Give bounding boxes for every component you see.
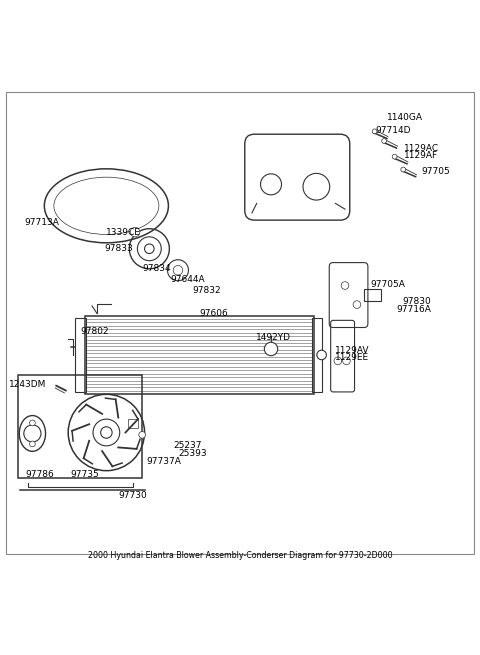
Circle shape <box>30 420 35 426</box>
Text: 1129AF: 1129AF <box>404 151 438 160</box>
Circle shape <box>130 227 140 237</box>
Text: 97713A: 97713A <box>24 218 60 227</box>
Text: 1492YD: 1492YD <box>256 333 291 341</box>
Circle shape <box>401 167 406 172</box>
Text: 1140GA: 1140GA <box>387 113 423 122</box>
Text: 97705: 97705 <box>421 168 450 176</box>
Text: 97705A: 97705A <box>371 280 406 289</box>
Text: 97606: 97606 <box>199 309 228 318</box>
Bar <box>312 318 322 392</box>
Circle shape <box>24 425 41 442</box>
Bar <box>18 375 142 478</box>
Text: 97644A: 97644A <box>170 275 205 284</box>
Text: 1129AC: 1129AC <box>404 143 439 153</box>
Circle shape <box>334 357 342 365</box>
Circle shape <box>343 357 350 365</box>
Circle shape <box>101 427 112 438</box>
Circle shape <box>317 350 326 360</box>
Circle shape <box>353 301 361 309</box>
Text: 97716A: 97716A <box>397 305 432 314</box>
Text: 1129EE: 1129EE <box>335 353 369 362</box>
Text: 2000 Hyundai Elantra Blower Assembly-Conderser Diagram for 97730-2D000: 2000 Hyundai Elantra Blower Assembly-Con… <box>88 552 392 561</box>
Text: 1339CE: 1339CE <box>106 227 141 236</box>
Text: 25237: 25237 <box>173 441 202 451</box>
Circle shape <box>392 155 397 159</box>
Text: 97830: 97830 <box>402 297 431 307</box>
Circle shape <box>372 129 377 134</box>
Bar <box>85 316 314 394</box>
Text: 97735: 97735 <box>71 470 99 479</box>
Text: 97737A: 97737A <box>146 457 181 466</box>
Bar <box>75 318 86 392</box>
Text: 1243DM: 1243DM <box>9 381 47 389</box>
Circle shape <box>264 343 278 356</box>
Text: 97833: 97833 <box>104 244 132 253</box>
Circle shape <box>382 138 386 143</box>
Text: 25393: 25393 <box>178 449 206 457</box>
Circle shape <box>30 441 35 447</box>
Circle shape <box>139 432 145 438</box>
Circle shape <box>144 244 154 253</box>
Text: 97832: 97832 <box>192 286 221 295</box>
Text: 97730: 97730 <box>118 491 147 500</box>
Text: 1129AV: 1129AV <box>335 346 370 355</box>
Bar <box>128 419 138 428</box>
Text: 97802: 97802 <box>80 327 109 336</box>
Text: 97786: 97786 <box>25 470 54 479</box>
Bar <box>364 290 381 301</box>
Circle shape <box>341 282 349 290</box>
Text: 97834: 97834 <box>142 265 171 273</box>
Text: 97714D: 97714D <box>375 126 410 135</box>
